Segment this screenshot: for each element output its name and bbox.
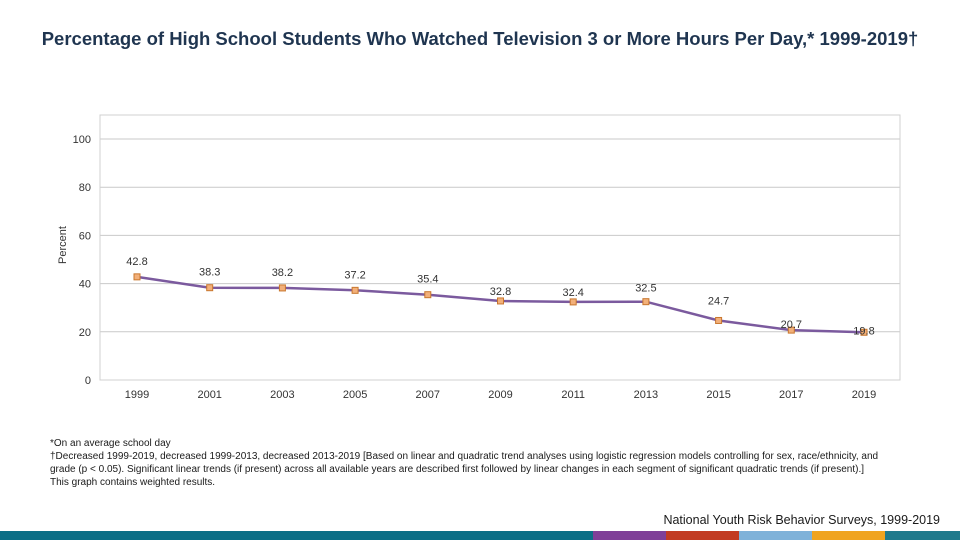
plot-area-border <box>99 114 901 381</box>
x-tick-label: 2005 <box>343 389 367 401</box>
x-tick-label: 2003 <box>270 389 294 401</box>
y-axis-label: Percent <box>57 226 69 264</box>
data-point-marker <box>787 326 795 334</box>
x-tick-label: 2009 <box>488 389 512 401</box>
bottom-bar-segment <box>739 531 812 540</box>
data-label: 19.8 <box>853 325 874 337</box>
x-tick-label: 2019 <box>852 389 876 401</box>
axes <box>99 114 901 381</box>
x-tick-label: 1999 <box>125 389 149 401</box>
bottom-bar-segment <box>812 531 885 540</box>
data-label: 32.5 <box>635 283 656 295</box>
data-point-marker <box>715 316 723 324</box>
data-label: 42.8 <box>126 256 147 268</box>
data-label: 37.2 <box>344 269 365 281</box>
footnotes: *On an average school day †Decreased 199… <box>50 437 880 489</box>
data-label: 32.4 <box>562 287 583 299</box>
y-tick-label: 40 <box>79 279 91 291</box>
data-point-marker <box>278 284 286 292</box>
y-tick-label: 60 <box>79 230 91 242</box>
data-label: 32.8 <box>490 286 511 298</box>
bottom-bar-segment <box>666 531 739 540</box>
data-label: 38.2 <box>272 267 293 279</box>
bottom-color-bar <box>0 531 960 540</box>
grid-lines <box>100 138 900 333</box>
source-text: National Youth Risk Behavior Surveys, 19… <box>663 513 940 527</box>
data-point-marker <box>351 286 359 294</box>
data-point-marker <box>569 298 577 306</box>
y-tick-label: 20 <box>79 327 91 339</box>
x-tick-label: 2015 <box>706 389 730 401</box>
x-tick-label: 2013 <box>634 389 658 401</box>
data-point-marker <box>206 284 214 292</box>
bottom-bar-segment <box>885 531 960 540</box>
data-labels: 42.8 38.3 38.2 37.2 35.4 32.8 32.4 32.5 24.7 20.7… <box>126 256 874 337</box>
data-point-marker <box>133 273 141 281</box>
data-point-marker <box>860 328 868 336</box>
data-point-marker <box>497 297 504 305</box>
x-tick-label: 2007 <box>416 389 440 401</box>
data-label: 35.4 <box>417 274 438 286</box>
series-markers <box>133 273 868 336</box>
x-tick-label: 2001 <box>197 389 221 401</box>
bottom-bar-segment <box>300 531 593 540</box>
data-label: 20.7 <box>781 319 802 331</box>
x-tick-label: 2017 <box>779 389 803 401</box>
footnote-trend: †Decreased 1999-2019, decreased 1999-201… <box>50 451 879 475</box>
x-tick-labels: 1999 2001 2003 2005 2007 2009 2011 2013 2015 2017… <box>125 389 876 401</box>
y-tick-label: 100 <box>73 134 91 146</box>
page-title: Percentage of High School Students Who W… <box>41 28 919 49</box>
y-tick-label: 80 <box>79 182 91 194</box>
y-tick-labels: 0 20 40 60 80 100 <box>73 134 91 387</box>
data-point-marker <box>424 291 432 299</box>
data-label: 38.3 <box>199 267 220 279</box>
bottom-bar-segment <box>0 531 300 540</box>
x-tick-label: 2011 <box>561 389 585 401</box>
data-point-marker <box>642 298 650 306</box>
footnote-weighted: This graph contains weighted results. <box>50 477 216 488</box>
y-tick-label: 0 <box>85 375 91 387</box>
bottom-bar-segment <box>593 531 666 540</box>
footnote-average-day: *On an average school day <box>50 438 171 449</box>
data-label: 24.7 <box>708 295 729 307</box>
